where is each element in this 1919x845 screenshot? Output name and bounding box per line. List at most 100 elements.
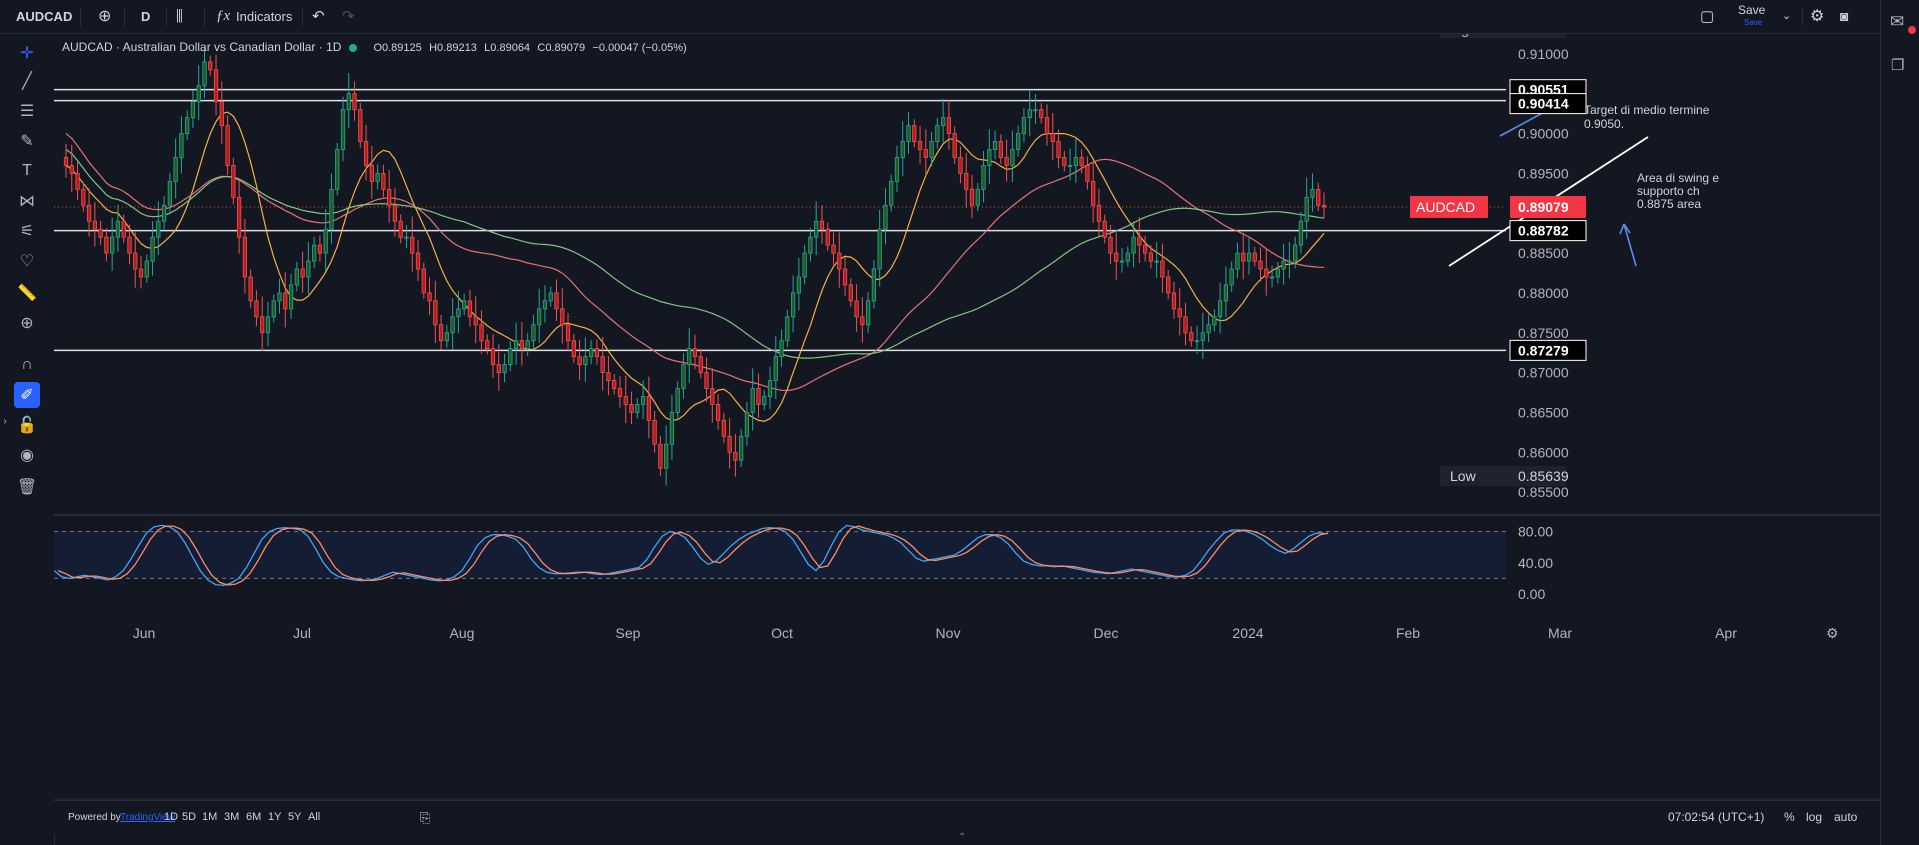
magnet-icon[interactable]: ∩ [21,356,33,373]
candle-body-40 [294,268,299,286]
timezone-clock[interactable]: 07:02:54 (UTC+1) [1668,810,1765,824]
candle-body-20 [179,133,184,158]
candle-body-149 [923,149,928,158]
text-tool-icon[interactable]: T [22,162,32,179]
toolbar-separator [80,8,81,26]
prediction-icon[interactable]: ⚟ [19,223,35,240]
candle-body-90 [583,356,588,366]
candle-body-198 [1206,324,1211,334]
candle-body-44 [317,244,323,254]
auto-scale-toggle[interactable]: auto [1834,810,1858,824]
percent-scale-toggle[interactable]: % [1784,810,1795,824]
candle-body-124 [779,340,784,358]
range-button-1y[interactable]: 1Y [268,811,282,823]
legend-high: H0.89213 [429,42,477,54]
candle-body-56 [387,188,392,206]
time-axis-label-8: Feb [1396,625,1420,641]
candle-body-117 [739,435,744,461]
stoch-axis-tick-0: 80.00 [1518,524,1553,540]
range-button-5d[interactable]: 5D [182,811,197,823]
range-button-6m[interactable]: 6M [246,811,262,823]
ruler-icon[interactable]: 📏 [17,285,37,302]
time-axis-label-10: Apr [1715,625,1737,641]
candle-body-188 [1148,252,1154,262]
eye-icon[interactable]: ◉ [20,447,34,464]
range-button-1d[interactable]: 1D [164,811,179,823]
candle-body-215 [1304,196,1309,222]
range-button-3m[interactable]: 3M [224,811,240,823]
candle-body-139 [865,300,871,326]
icons-heart-icon[interactable]: ♡ [19,253,35,270]
candle-body-92 [594,348,600,358]
candle-body-11 [127,236,132,254]
candle-body-184 [1125,252,1130,262]
crosshair-icon[interactable]: ✛ [20,45,34,62]
support-arrow-head [1619,223,1631,235]
redo-icon[interactable]: ↷ [342,8,355,25]
candle-body-201 [1223,284,1229,302]
candle-body-165 [1016,133,1021,150]
expand-chevron-icon[interactable]: › [3,415,7,427]
candle-body-212 [1287,260,1292,263]
candle-body-190 [1160,260,1165,278]
undo-icon[interactable]: ↶ [312,8,325,25]
watchlist-layers-icon[interactable]: ❐ [1891,57,1905,74]
tradingview-link[interactable]: TradingView [120,812,176,823]
log-scale-toggle[interactable]: log [1806,810,1823,824]
range-button-5y[interactable]: 5Y [288,811,302,823]
settings-gear-icon[interactable]: ⚙ [1810,8,1825,25]
candle-body-146 [906,125,911,142]
candle-body-151 [935,125,940,142]
collapse-panel-chevron-icon[interactable]: ⌃ [958,832,967,843]
current-price-label: 0.89079 [1518,199,1569,215]
range-button-all[interactable]: All [308,811,321,823]
candle-body-10 [121,220,126,238]
legend-symbol-title[interactable]: AUDCAD · Australian Dollar vs Canadian D… [62,40,342,54]
level-price-badge-1 [1509,93,1587,115]
candle-body-60 [410,236,415,254]
indicators-button[interactable]: Indicators [236,9,293,24]
candle-body-70 [467,300,473,318]
candle-body-100 [640,396,646,405]
screenshot-camera-icon[interactable]: ◙ [1840,8,1849,24]
goto-date-icon[interactable]: ⎘ [420,810,431,825]
interval-button[interactable]: D [141,9,151,24]
candle-body-7 [104,236,109,254]
trend-line-icon[interactable]: ╱ [22,73,32,90]
range-button-1m[interactable]: 1M [202,811,218,823]
candle-body-125 [785,316,790,342]
legend-change: −0.00047 (−0.05%) [592,42,687,54]
candle-body-204 [1241,252,1246,262]
candle-body-120 [756,388,761,405]
chart-legend: AUDCAD · Australian Dollar vs Canadian D… [62,40,687,54]
candle-body-62 [421,268,426,294]
trash-icon[interactable]: 🗑 [16,479,38,496]
zoom-in-icon[interactable]: ⊕ [20,315,34,332]
moving-average-fast [65,111,1325,422]
candle-body-182 [1114,252,1119,262]
symbol-search-button[interactable]: AUDCAD [16,9,73,24]
stay-in-drawing-mode-icon[interactable]: ✐ [14,382,40,408]
candle-body-185 [1131,236,1136,254]
indicators-fx-icon[interactable]: ƒx [216,8,231,24]
alerts-mail-icon[interactable]: ✉ [1890,12,1905,31]
layout-square-icon[interactable]: ▢ [1700,8,1715,25]
candle-body-118 [744,412,750,437]
fib-retracement-icon[interactable]: ☰ [19,103,35,120]
pattern-icon[interactable]: ⋈ [19,193,35,210]
candle-body-53 [369,165,374,182]
candle-body-2 [75,173,80,190]
candle-body-115 [727,435,732,453]
candle-body-52 [363,141,369,166]
compare-add-icon[interactable]: ⊕ [98,8,112,25]
candle-body-83 [542,300,548,310]
save-button[interactable]: Save [1738,3,1766,17]
chart-type-candles-icon[interactable]: ⫼ [176,8,183,25]
candle-body-119 [750,388,755,413]
lock-icon[interactable]: 🔓 [17,417,37,434]
brush-icon[interactable]: ✎ [20,133,34,150]
chart-area[interactable]: Target di medio termine 0.9050. Area di sw… [53,20,1880,800]
save-dropdown-chevron-icon[interactable]: ⌄ [1782,10,1792,22]
candle-body-108 [687,348,692,366]
